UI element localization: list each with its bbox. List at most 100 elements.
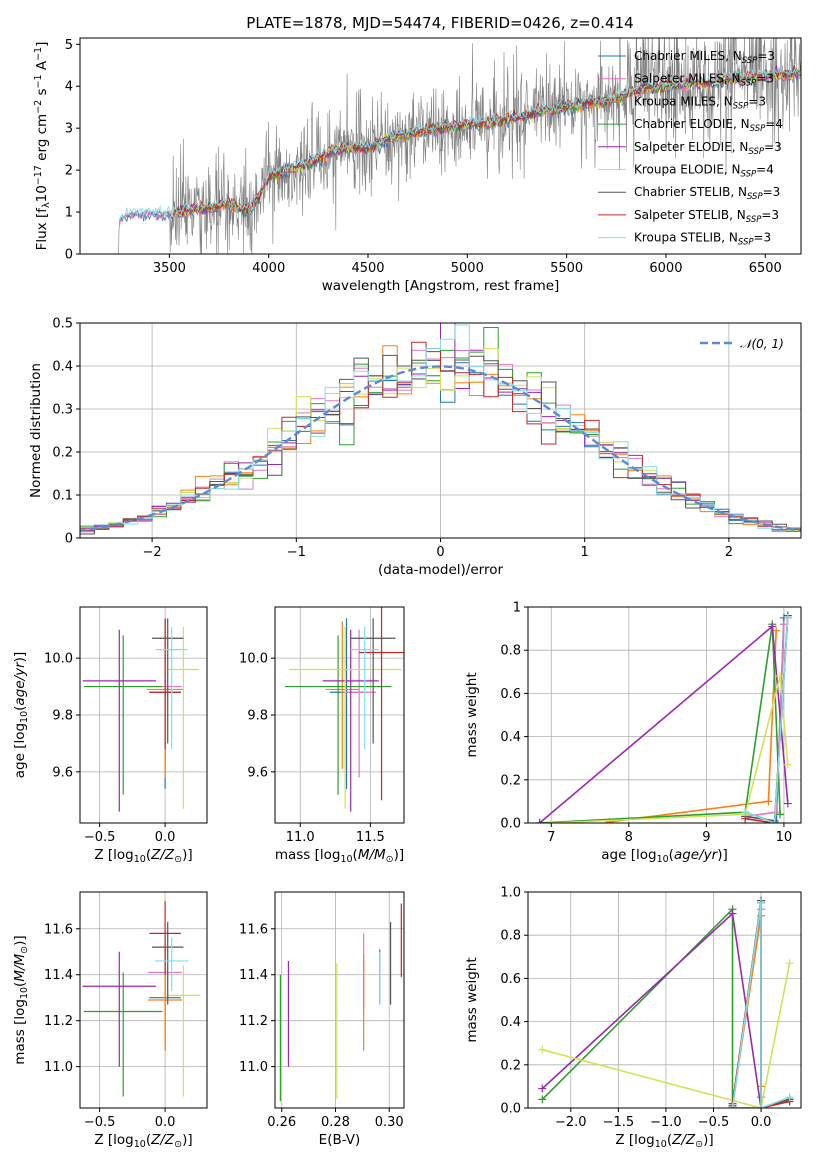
y-tick-label: 0.1 <box>52 489 73 504</box>
x-tick-label: 0.30 <box>375 1115 404 1130</box>
x-tick-label: 6500 <box>749 261 782 276</box>
y-tick-label: 1 <box>65 206 73 221</box>
x-axis-label: E(B-V) <box>319 1132 361 1148</box>
legend-entry: Chabrier MILES, NSSP=3 <box>634 49 775 66</box>
plot-area <box>535 611 792 823</box>
legend-entry: Kroupa MILES, NSSP=3 <box>634 94 766 111</box>
x-tick-label: −0.5 <box>84 830 116 845</box>
x-tick-label: −1.5 <box>603 1115 635 1130</box>
observed-spectrum-line <box>117 38 801 254</box>
y-tick-label: 0.4 <box>500 1015 521 1030</box>
panel-massweight-vs-age: 7 8 9 10 0.0 0.2 0.4 0.6 0.8 1 age [log10(age/yr)]… <box>464 601 802 865</box>
y-tick-label: 0.4 <box>52 360 73 375</box>
axes-frame <box>527 891 802 1109</box>
plot-area <box>117 38 801 254</box>
mass-weight-marker <box>538 1045 547 1054</box>
y-tick-label: 0.0 <box>500 1102 521 1117</box>
panel-spectrum: 3500 4000 4500 5000 5500 6000 6500 0 1 2 3 4 5 wavele… <box>33 37 802 294</box>
x-tick-label: 5500 <box>550 261 583 276</box>
y-tick-label: 11.4 <box>239 968 268 983</box>
y-tick-label: 9.6 <box>52 765 73 780</box>
y-tick-label: 9.8 <box>52 709 73 724</box>
mass-weight-marker <box>776 672 785 681</box>
mass-weight-marker <box>772 626 781 635</box>
axes-frame <box>527 606 802 824</box>
y-axis-label: mass weight <box>464 672 480 757</box>
legend-entry: 𝒩(0, 1) <box>740 337 784 351</box>
x-tick-label: 11.5 <box>356 830 385 845</box>
x-axis-label: wavelength [Angstrom, rest frame] <box>322 278 560 294</box>
x-tick-label: 3500 <box>153 261 186 276</box>
mass-weight-marker <box>770 819 779 823</box>
mass-weight-marker <box>776 810 785 819</box>
x-tick-label: 8 <box>625 830 633 845</box>
legend-entry: Kroupa STELIB, NSSP=3 <box>634 231 771 248</box>
y-axis-label: Flux [fλ10−17 erg cm−2 s−1 A−1] <box>33 42 52 251</box>
x-tick-label: 0.28 <box>321 1115 350 1130</box>
y-tick-label: 11.0 <box>44 1060 73 1075</box>
mass-weight-marker <box>785 1093 794 1102</box>
plot-area <box>279 903 402 1102</box>
plot-area <box>82 901 201 1097</box>
grid-lines <box>275 892 404 1108</box>
y-tick-label: 11.4 <box>44 968 73 983</box>
y-tick-label: 0.8 <box>500 929 521 944</box>
panel-massweight-vs-Z: −2.0 −1.5 −1.0 −0.5 0.0 0.0 0.2 0.4 0.6 0.8 1.0 Z [… <box>464 886 802 1150</box>
panel-mass-vs-ebv: 0.26 0.28 0.30 11.0 11.2 11.4 11.6 E(B-V) <box>239 891 405 1148</box>
mass-weight-marker <box>538 1095 547 1104</box>
mass-weight-marker <box>764 797 773 806</box>
x-tick-label: −0.5 <box>698 1115 730 1130</box>
x-tick-label: −0.5 <box>84 1115 116 1130</box>
mass-weight-marker <box>783 760 792 769</box>
mass-weight-marker <box>783 799 792 808</box>
x-tick-label: 7 <box>547 830 555 845</box>
y-tick-label: 10.0 <box>44 652 73 667</box>
axes-frame <box>79 37 802 255</box>
mass-weight-marker <box>538 1084 547 1093</box>
mass-weight-series <box>542 963 791 1108</box>
y-tick-label: 0.0 <box>500 817 521 832</box>
y-axis-label: mass [log10(M/M⊙)] <box>12 935 30 1064</box>
legend-entry: Salpeter ELODIE, NSSP=3 <box>634 140 782 157</box>
y-tick-label: 0.8 <box>500 644 521 659</box>
x-axis-label: Z [log10(Z/Z⊙)] <box>94 847 192 865</box>
model-spectrum-line <box>119 66 801 221</box>
y-tick-label: 0.2 <box>500 1058 521 1073</box>
mass-weight-series <box>744 617 789 823</box>
mass-weight-marker <box>785 959 794 968</box>
mass-weight-marker <box>547 819 556 823</box>
spectrum-legend: Chabrier MILES, NSSP=3 Salpeter MILES, NS… <box>598 49 783 248</box>
panel-age-vs-mass: 11.0 11.5 9.6 9.8 10.0 mass [log10(M/M⊙)] <box>239 606 405 865</box>
mass-weight-marker <box>757 1104 766 1108</box>
y-tick-label: 10.0 <box>239 652 268 667</box>
x-tick-label: 1 <box>581 545 589 560</box>
mass-weight-marker <box>741 808 750 817</box>
legend-entry: Salpeter STELIB, NSSP=3 <box>634 208 779 225</box>
legend-entry: Chabrier ELODIE, NSSP=4 <box>634 117 783 134</box>
y-tick-label: 9.8 <box>247 709 268 724</box>
mass-weight-marker <box>535 819 544 823</box>
y-tick-label: 2 <box>65 164 73 179</box>
y-axis-label: mass weight <box>464 957 480 1042</box>
x-axis-label: Z [log10(Z/Z⊙)] <box>615 1132 713 1150</box>
y-tick-label: 0.3 <box>52 403 73 418</box>
x-tick-label: 4000 <box>252 261 285 276</box>
panel-mass-vs-Z: −0.5 0.0 11.0 11.2 11.4 11.6 Z [log10(Z/Z⊙)] ma… <box>12 891 208 1150</box>
x-tick-label: 5000 <box>451 261 484 276</box>
gaussian-curve <box>80 365 801 532</box>
mass-weight-marker <box>757 898 766 907</box>
x-tick-label: 0.0 <box>751 1115 772 1130</box>
y-tick-label: 0.6 <box>500 972 521 987</box>
x-axis-label: Z [log10(Z/Z⊙)] <box>94 1132 192 1150</box>
x-tick-label: 0 <box>436 545 444 560</box>
x-axis-label: mass [log10(M/M⊙)] <box>275 847 404 865</box>
y-tick-label: 3 <box>65 122 73 137</box>
x-tick-label: −1.0 <box>650 1115 682 1130</box>
axes-frame <box>79 891 208 1109</box>
model-spectrum-line <box>173 64 801 216</box>
axes-frame <box>274 891 405 1109</box>
y-axis-label: age [log10(age/yr)] <box>12 652 30 778</box>
y-tick-label: 0.5 <box>52 317 73 332</box>
y-tick-label: 11.0 <box>239 1060 268 1075</box>
